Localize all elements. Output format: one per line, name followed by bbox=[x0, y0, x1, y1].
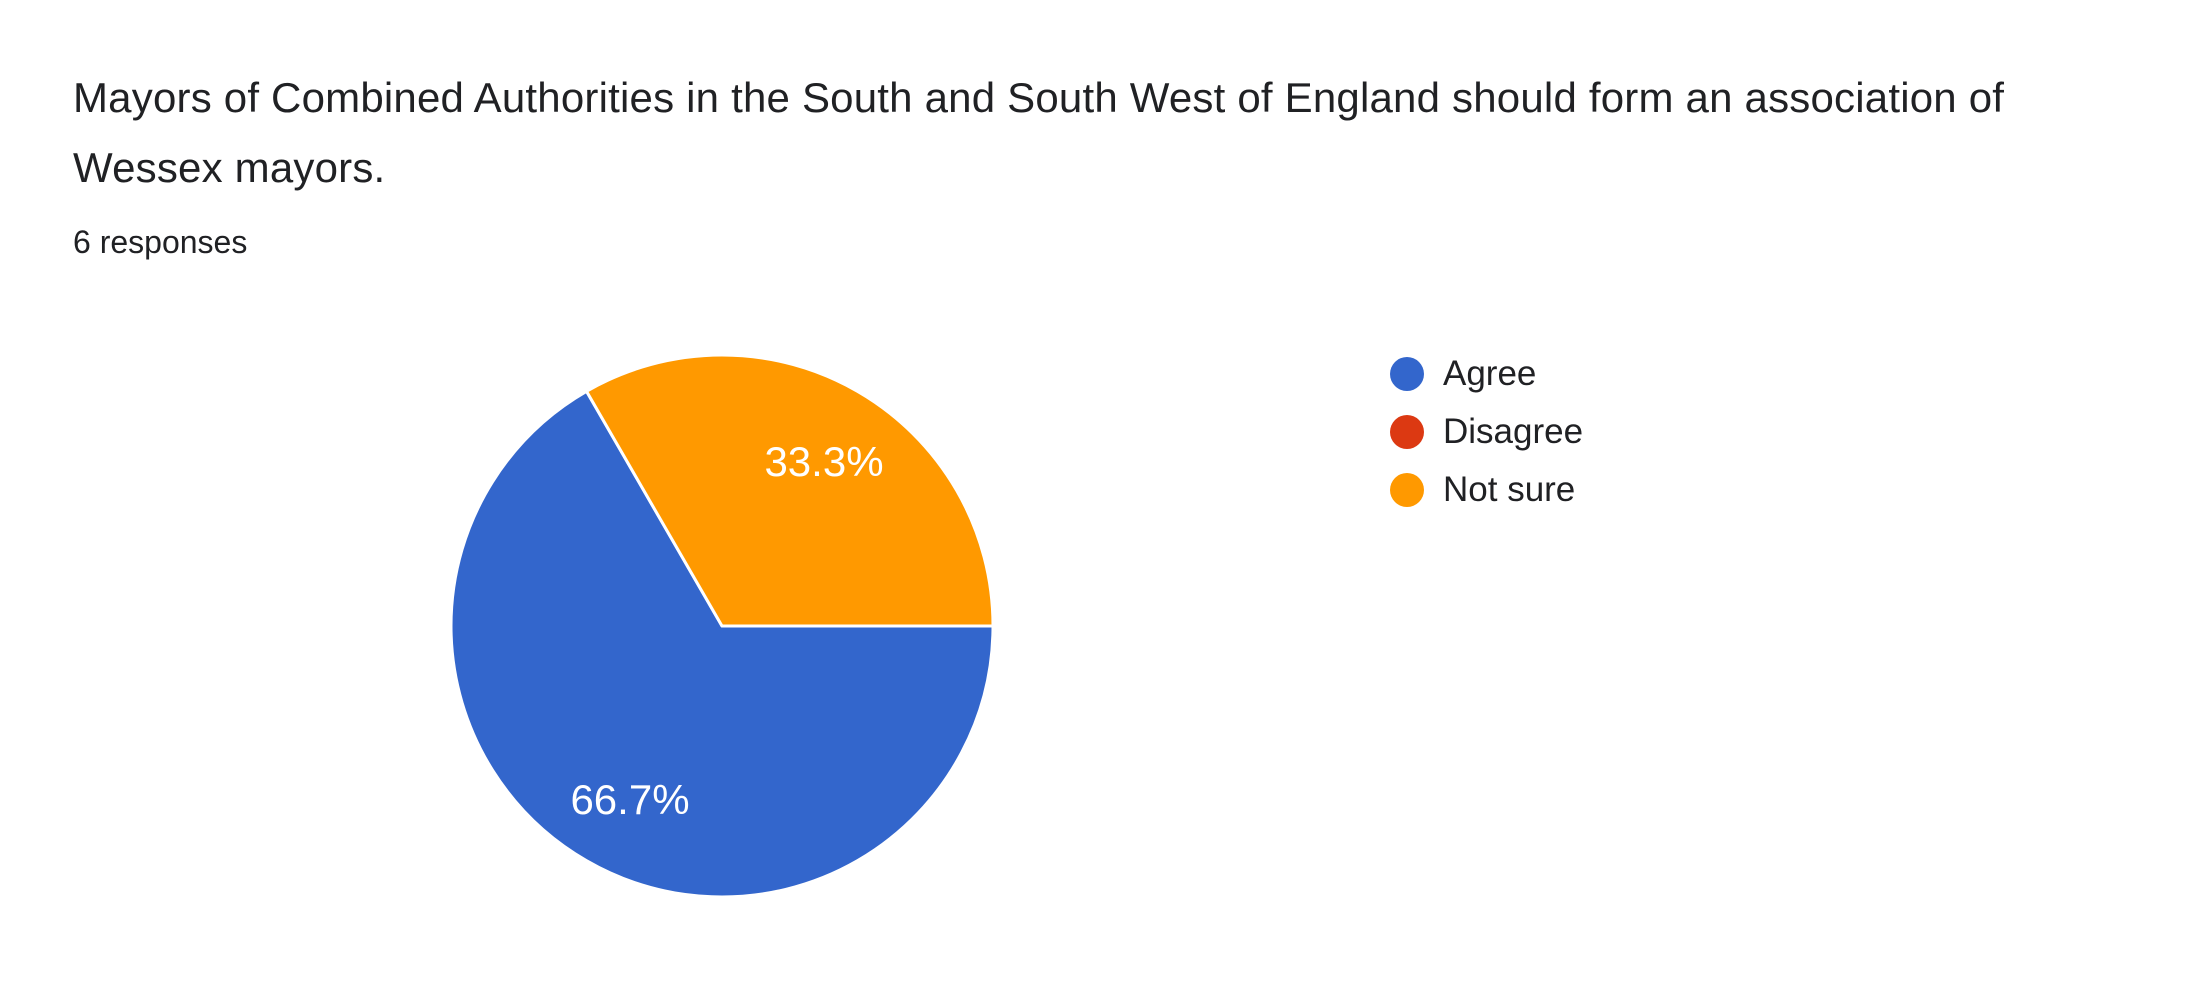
legend-dot-not-sure-icon bbox=[1390, 473, 1424, 507]
responses-count: 6 responses bbox=[73, 224, 248, 260]
pie-slice-not-sure bbox=[585, 353, 995, 628]
legend-dot-agree-icon bbox=[1390, 357, 1424, 391]
question-title: Mayors of Combined Authorities in the So… bbox=[73, 74, 2005, 191]
chart-legend: Agree Disagree Not sure bbox=[1390, 345, 1583, 519]
pie-slice-agree bbox=[449, 389, 995, 899]
pie-chart: 33.3% 66.7% bbox=[448, 352, 996, 900]
pie-label-agree: 66.7% bbox=[570, 776, 690, 823]
legend-item-not-sure: Not sure bbox=[1390, 461, 1583, 519]
legend-label-disagree: Disagree bbox=[1443, 412, 1584, 451]
legend-dot-disagree-icon bbox=[1390, 415, 1424, 449]
legend-label-not-sure: Not sure bbox=[1443, 470, 1576, 509]
legend-item-agree: Agree bbox=[1390, 345, 1583, 403]
legend-label-agree: Agree bbox=[1443, 354, 1537, 393]
pie-label-not-sure: 33.3% bbox=[764, 438, 884, 485]
legend-item-disagree: Disagree bbox=[1390, 403, 1583, 461]
pie-chart-svg bbox=[449, 353, 995, 899]
